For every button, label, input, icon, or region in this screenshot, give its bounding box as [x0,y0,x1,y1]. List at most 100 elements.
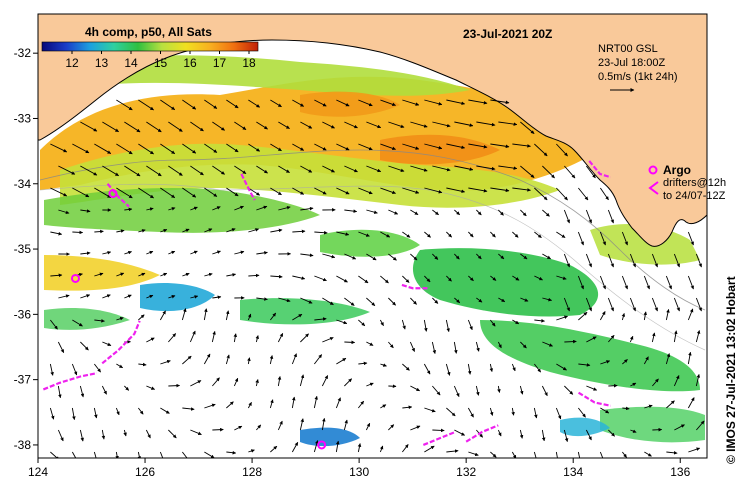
current-vector [366,209,378,214]
drifter-track [42,372,98,391]
current-vector [600,360,611,365]
current-vector [673,297,680,312]
current-vector [212,250,221,255]
current-vector [498,165,518,170]
current-vector [475,385,480,396]
current-vector [424,445,435,453]
currents-legend: NRT00 GSL 23-Jul 18:00Z 0.5m/s (1kt 24h) [598,43,677,92]
current-vector [578,407,586,418]
current-vector [146,337,155,343]
current-vector [124,121,141,133]
y-tick-label: -32 [14,46,32,60]
credit-text: © IMOS 27-Jul-2021 13:02 Hobart [724,276,738,464]
current-vector [72,143,90,154]
current-vector [520,209,527,217]
current-vector [300,253,314,257]
drifter-track [401,283,429,290]
current-vector [542,341,553,347]
current-vector [277,332,284,343]
current-vector [50,319,58,330]
current-vector [695,374,701,387]
current-vector [402,187,420,194]
current-vector [278,205,291,211]
current-vector [607,209,614,224]
current-vector [578,311,588,321]
current-vector [695,253,702,268]
current-vector [498,297,506,303]
current-vector [256,424,262,431]
current-vector [423,363,431,375]
current-vector [533,451,537,458]
current-vector [71,363,78,376]
current-vector [49,407,55,420]
current-vector [344,378,353,387]
current-vector [270,312,277,321]
current-vector [102,341,112,346]
argo-float [317,440,327,450]
current-vector [468,451,479,457]
current-vector [644,451,652,457]
current-vector [358,231,370,237]
current-vector [564,165,576,179]
current-vector [432,121,451,128]
current-vectors [49,99,705,458]
current-vector [269,399,274,409]
current-vector [388,121,405,128]
current-vector [79,385,85,398]
current-vector [168,295,176,299]
current-vector [278,297,291,303]
current-vector [673,375,680,387]
current-vector [621,313,626,321]
current-vector [695,330,701,343]
current-vector [58,294,70,299]
drifter-legend-line1: drifters@12h [663,177,726,189]
current-vector [688,447,701,453]
current-vector [358,400,365,409]
current-vector [541,429,546,442]
current-vector [336,187,350,195]
current-vector [629,297,636,312]
current-vector [409,341,415,352]
current-vector [116,143,133,155]
current-vector [432,253,439,260]
colorbar-title: 4h comp, p50, All Sats [85,25,212,39]
current-vector [203,353,211,365]
current-vector [189,330,196,343]
current-vector [94,363,101,373]
argo-legend-marker [648,165,658,175]
current-vector [453,385,460,397]
current-vector [490,319,496,327]
current-vector [586,385,598,391]
current-vector [138,407,144,415]
current-vector [72,230,84,235]
current-vector [498,209,504,216]
current-vector [607,253,614,268]
current-vector [57,341,65,354]
current-vector [520,297,529,302]
current-vector [278,165,290,173]
current-vector [212,121,225,131]
current-vector [314,230,328,235]
current-vector [115,451,119,458]
current-vector [468,99,488,105]
current-vector [313,440,319,453]
current-vector [511,451,517,458]
current-vector [58,165,76,175]
current-vector [402,99,420,106]
argo-legend-label: Argo [663,163,691,177]
current-vector [476,253,482,260]
current-vector [182,355,192,365]
current-vector [270,228,283,233]
current-vector [124,385,130,391]
current-vector [476,165,496,171]
current-vector [182,143,197,154]
current-vector [94,272,104,277]
current-vector [410,165,428,172]
current-vector [424,187,443,194]
current-vector [534,187,548,201]
current-vector [665,353,671,365]
current-vector [674,424,685,431]
current-vector [116,272,125,277]
current-vector [380,187,396,195]
drifter-track [577,391,611,407]
